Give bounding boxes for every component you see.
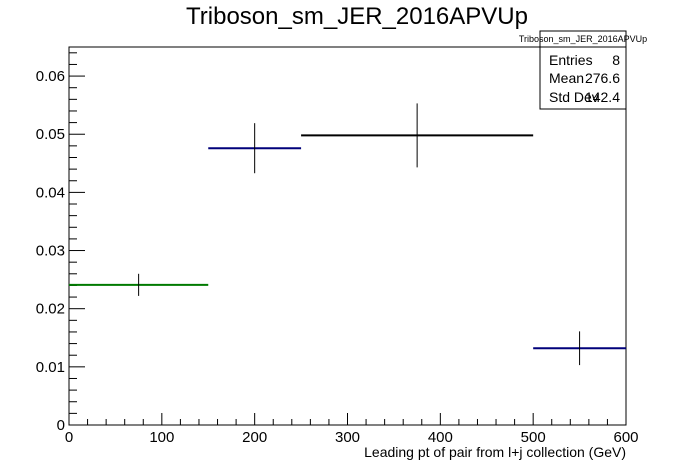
x-axis-title: Leading pt of pair from l+j collection (… <box>364 444 626 460</box>
y-axis: 0 0.01 0.02 0.03 0.04 0.05 0.06 <box>36 52 85 434</box>
stats-box-frame <box>539 30 627 110</box>
stats-box: Triboson_sm_JER_2016APVUp Entries 8 Mean… <box>519 30 647 110</box>
y-tick-label: 0.01 <box>36 359 65 376</box>
x-tick-label: 400 <box>428 429 453 446</box>
y-tick-label: 0.06 <box>36 68 65 85</box>
x-axis: 0 100 200 300 400 500 600 <box>65 413 639 446</box>
y-tick-label: 0.05 <box>36 126 65 143</box>
y-tick-label: 0 <box>57 417 65 434</box>
x-tick-label: 100 <box>149 429 174 446</box>
stats-box-title: Triboson_sm_JER_2016APVUp <box>519 34 647 44</box>
y-tick-label: 0.03 <box>36 243 65 260</box>
x-tick-label: 600 <box>613 429 638 446</box>
stats-stddev-label: Std Dev <box>549 89 599 105</box>
chart-title: Triboson_sm_JER_2016APVUp <box>186 3 528 30</box>
x-tick-label: 500 <box>521 429 546 446</box>
y-tick-label: 0.02 <box>36 301 65 318</box>
x-tick-label: 0 <box>65 429 73 446</box>
stats-entries-label: Entries <box>549 52 593 68</box>
x-tick-label: 300 <box>335 429 360 446</box>
stats-stddev-value: 142.4 <box>585 89 620 105</box>
y-tick-label: 0.04 <box>36 184 65 201</box>
stats-mean-value: 276.6 <box>585 70 620 86</box>
stats-mean-label: Mean <box>549 70 584 86</box>
stats-entries-value: 8 <box>612 52 620 68</box>
histogram-bins <box>69 103 626 366</box>
x-tick-label: 200 <box>242 429 267 446</box>
